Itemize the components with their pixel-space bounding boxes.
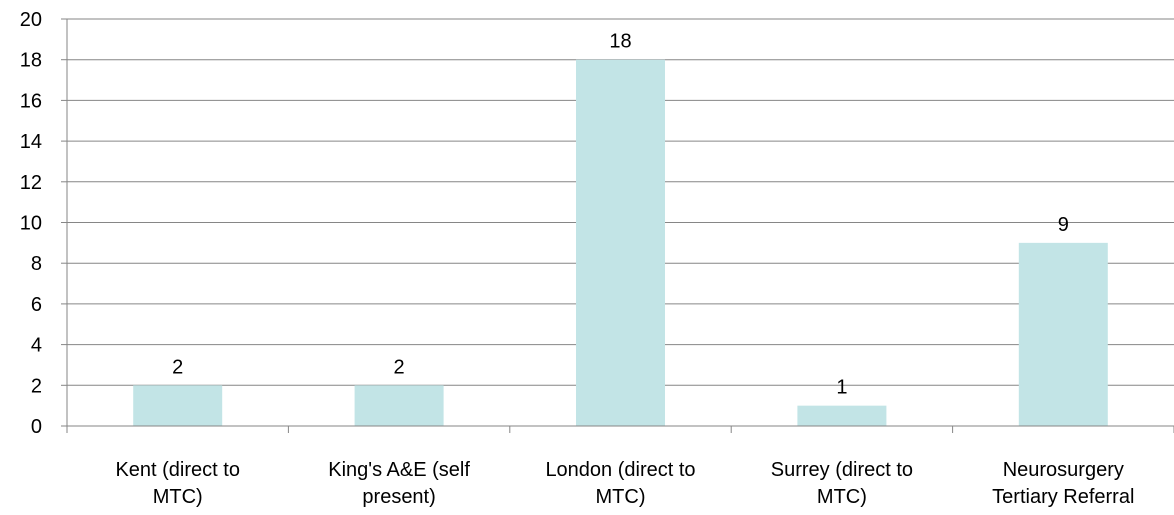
bar — [797, 405, 887, 426]
x-category-label: MTC) — [153, 486, 203, 508]
y-tick-label: 0 — [31, 416, 42, 438]
data-label: 2 — [172, 356, 183, 378]
data-label: 1 — [836, 377, 847, 399]
x-category-label: present) — [362, 486, 435, 508]
x-category-label: Tertiary Referral — [992, 486, 1134, 508]
bar — [133, 385, 223, 426]
y-tick-label: 16 — [20, 90, 42, 112]
bar — [354, 385, 444, 426]
y-tick-label: 6 — [31, 294, 42, 316]
x-category-label: Kent (direct to — [115, 459, 240, 481]
data-label: 9 — [1058, 214, 1069, 236]
y-tick-label: 20 — [20, 9, 42, 31]
y-tick-label: 14 — [20, 131, 42, 153]
data-label: 2 — [394, 356, 405, 378]
y-tick-label: 10 — [20, 213, 42, 235]
x-category-label: London (direct to — [545, 459, 695, 481]
x-category-label: MTC) — [817, 486, 867, 508]
x-category-label: Neurosurgery — [1003, 459, 1124, 481]
bar — [1018, 242, 1108, 426]
bars — [133, 59, 1108, 426]
y-tick-label: 8 — [31, 253, 42, 275]
x-category-label: King's A&E (self — [328, 459, 470, 481]
data-label: 18 — [609, 31, 631, 53]
axes — [61, 18, 1174, 433]
bar — [576, 59, 665, 426]
x-category-label: MTC) — [596, 486, 646, 508]
y-tick-label: 4 — [31, 335, 42, 357]
y-tick-label: 12 — [20, 172, 42, 194]
x-category-label: Surrey (direct to — [771, 459, 913, 481]
labels: 0 2 4 6 8 10 12 14 16 18 20 2 Kent (direct to MTC) 2 Ki… — [20, 9, 1135, 508]
y-tick-label: 2 — [31, 375, 42, 397]
y-tick-label: 18 — [20, 50, 42, 72]
